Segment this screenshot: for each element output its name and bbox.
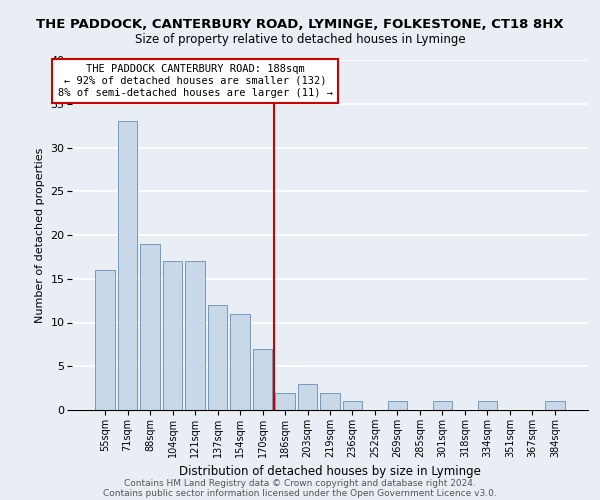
Bar (230, 314, 250, 410)
X-axis label: Distribution of detached houses by size in Lyminge: Distribution of detached houses by size … (179, 466, 481, 478)
Text: THE PADDOCK, CANTERBURY ROAD, LYMINGE, FOLKESTONE, CT18 8HX: THE PADDOCK, CANTERBURY ROAD, LYMINGE, F… (36, 18, 564, 30)
Bar (320, 392, 340, 410)
Text: Contains public sector information licensed under the Open Government Licence v3: Contains public sector information licen… (103, 488, 497, 498)
Text: Size of property relative to detached houses in Lyminge: Size of property relative to detached ho… (134, 32, 466, 46)
Bar (343, 401, 362, 410)
Bar (253, 349, 272, 410)
Bar (275, 392, 295, 410)
Bar (185, 261, 205, 410)
Bar (433, 401, 452, 410)
Bar (545, 401, 565, 410)
Bar (208, 305, 227, 410)
Y-axis label: Number of detached properties: Number of detached properties (35, 148, 44, 322)
Bar (118, 122, 137, 410)
Bar (140, 244, 160, 410)
Bar (298, 384, 317, 410)
Text: THE PADDOCK CANTERBURY ROAD: 188sqm
← 92% of detached houses are smaller (132)
8: THE PADDOCK CANTERBURY ROAD: 188sqm ← 92… (58, 64, 332, 98)
Bar (478, 401, 497, 410)
Bar (95, 270, 115, 410)
Text: Contains HM Land Registry data © Crown copyright and database right 2024.: Contains HM Land Registry data © Crown c… (124, 478, 476, 488)
Bar (163, 261, 182, 410)
Bar (388, 401, 407, 410)
